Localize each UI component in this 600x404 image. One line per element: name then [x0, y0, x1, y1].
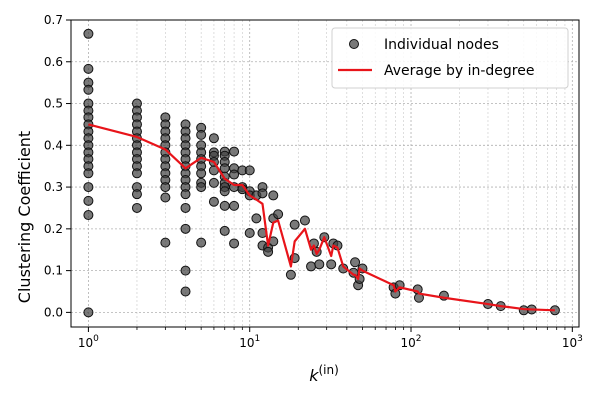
- scatter-point: [196, 129, 207, 140]
- scatter-point: [160, 192, 171, 203]
- x-tick-label-base: 10: [78, 336, 93, 350]
- scatter-point: [268, 190, 279, 201]
- scatter-point: [131, 168, 142, 179]
- scatter-point: [263, 246, 274, 257]
- scatter-point: [326, 259, 337, 270]
- scatter-point: [180, 265, 191, 276]
- scatter-point: [219, 163, 230, 174]
- y-tick-label: 0.6: [44, 55, 63, 69]
- scatter-point: [219, 225, 230, 236]
- y-tick-label: 0.0: [44, 305, 63, 319]
- scatter-point: [208, 196, 219, 207]
- y-axis-title: Clustering Coefficient: [15, 131, 34, 303]
- x-tick-label-exp: 2: [416, 334, 422, 344]
- x-axis-title-sup: (in): [318, 363, 338, 377]
- scatter-point: [180, 202, 191, 213]
- x-tick-label-exp: 3: [577, 334, 583, 344]
- scatter-point: [314, 259, 325, 270]
- scatter-point: [180, 189, 191, 200]
- scatter-point: [285, 269, 296, 280]
- scatter-point: [229, 146, 240, 157]
- x-tick-label: 103: [562, 334, 583, 350]
- x-tick-label: 100: [78, 334, 99, 350]
- y-tick-label: 0.2: [44, 222, 63, 236]
- scatter-point: [244, 228, 255, 239]
- scatter-point: [83, 210, 94, 221]
- scatter-point: [229, 169, 240, 180]
- scatter-point: [160, 237, 171, 248]
- scatter-point: [83, 195, 94, 206]
- y-tick-label: 0.4: [44, 138, 63, 152]
- scatter-point: [180, 286, 191, 297]
- scatter-point: [83, 307, 94, 318]
- grid-layer: [71, 19, 579, 327]
- scatter-point: [83, 84, 94, 95]
- y-tick-label: 0.1: [44, 264, 63, 278]
- scatter-point: [244, 165, 255, 176]
- scatter-point: [196, 182, 207, 193]
- x-tick-label-base: 10: [401, 336, 416, 350]
- scatter-point: [219, 200, 230, 211]
- legend-label-average: Average by in-degree: [384, 63, 534, 79]
- scatter-point: [83, 182, 94, 193]
- scatter-point: [196, 168, 207, 179]
- scatter-point: [131, 189, 142, 200]
- scatter-point: [350, 257, 361, 268]
- line-layer: [88, 123, 555, 312]
- x-axis-title: k(in): [309, 363, 339, 385]
- scatter-point: [208, 133, 219, 144]
- scatter-point: [83, 63, 94, 74]
- scatter-point: [229, 200, 240, 211]
- x-tick-label: 101: [239, 334, 260, 350]
- scatter-point: [83, 28, 94, 39]
- scatter-point: [160, 182, 171, 193]
- scatter-point: [208, 177, 219, 188]
- scatter-point: [196, 237, 207, 248]
- scatter-point: [251, 213, 262, 224]
- scatter-point: [306, 261, 317, 272]
- x-tick-label-base: 10: [562, 336, 577, 350]
- x-tick-label-exp: 1: [254, 334, 260, 344]
- y-tick-label: 0.7: [44, 13, 63, 27]
- scatter-point: [229, 238, 240, 249]
- scatter-point: [219, 186, 230, 197]
- scatter-point: [289, 219, 300, 230]
- scatter-layer: [83, 28, 560, 318]
- plot-frame: [70, 19, 580, 328]
- y-tick-label: 0.5: [44, 97, 63, 111]
- average-line: [88, 123, 555, 312]
- x-tick-label-exp: 0: [93, 334, 99, 344]
- scatter-point: [257, 188, 268, 199]
- scatter-point: [131, 202, 142, 213]
- x-axis-title-base: k: [309, 366, 319, 385]
- legend: Individual nodes Average by in-degree: [331, 27, 569, 89]
- y-tick-label: 0.3: [44, 180, 63, 194]
- scatter-point: [83, 168, 94, 179]
- legend-label-individual-nodes: Individual nodes: [384, 37, 499, 53]
- scatter-point: [273, 209, 284, 220]
- x-tick-label-base: 10: [239, 336, 254, 350]
- scatter-point: [299, 215, 310, 226]
- legend-frame: [331, 27, 569, 89]
- scatter-point: [180, 223, 191, 234]
- x-tick-label: 102: [401, 334, 422, 350]
- legend-marker-individual-nodes: [349, 39, 359, 49]
